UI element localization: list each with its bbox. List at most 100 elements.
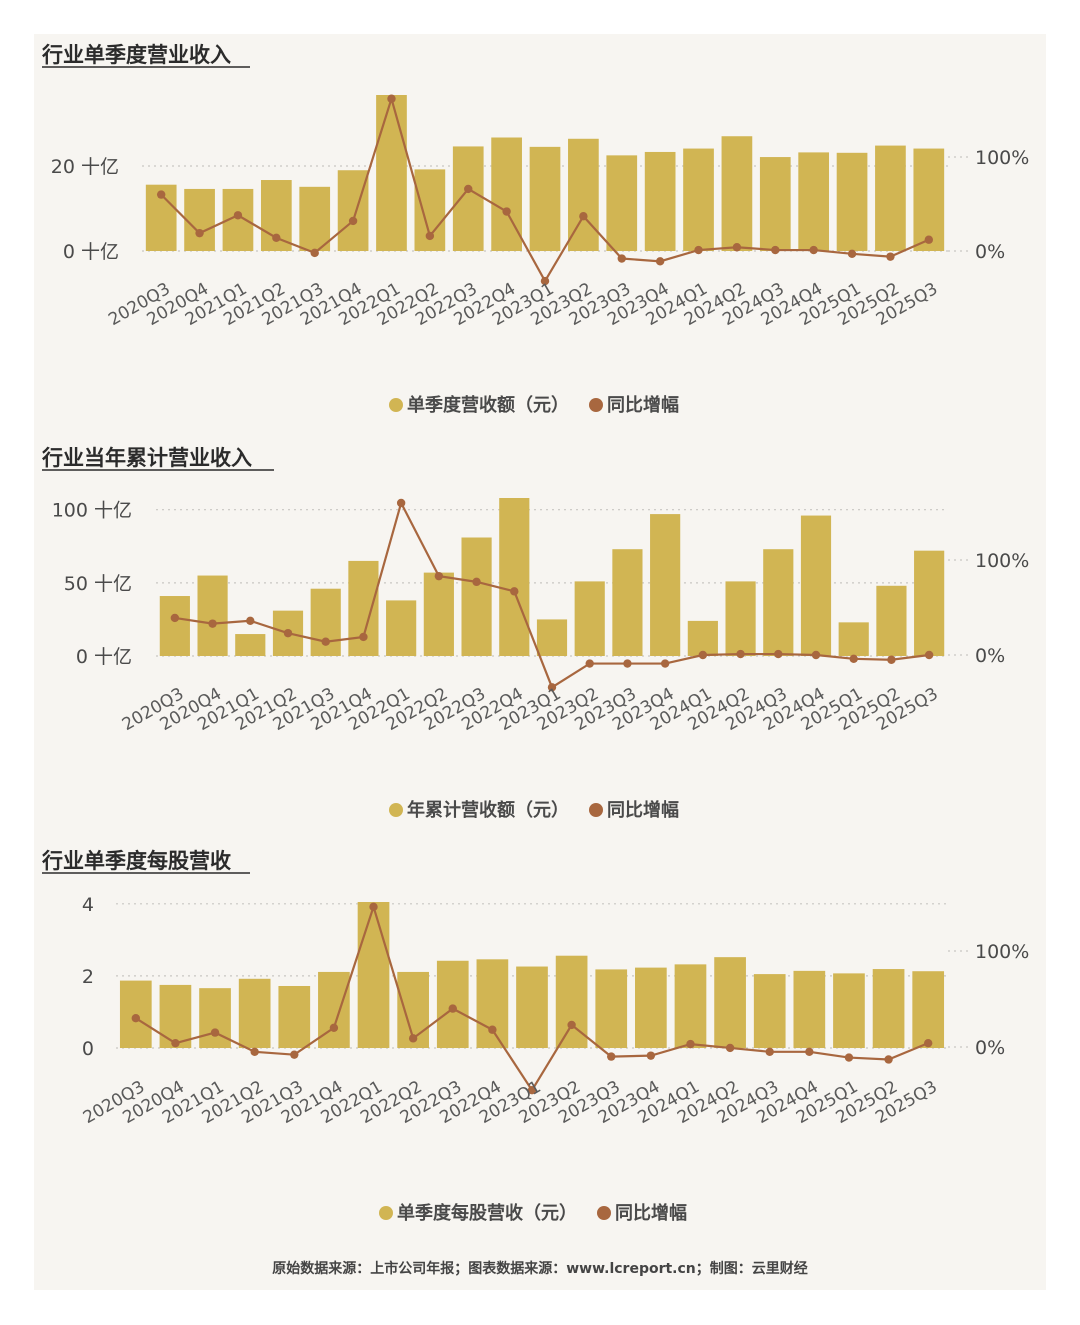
bar xyxy=(423,572,454,656)
legend-bar-label: 单季度每股营收（元） xyxy=(397,1202,577,1224)
source-note: 原始数据来源：上市公司年报；图表数据来源：www.lcreport.cn；制图：… xyxy=(272,1260,808,1277)
y-tick-label: 2 xyxy=(82,966,94,988)
bar xyxy=(461,537,492,656)
yoy-point xyxy=(233,211,243,220)
yoy-point xyxy=(359,632,368,642)
bar xyxy=(913,148,945,251)
bar xyxy=(310,588,341,656)
yoy-point xyxy=(698,650,708,660)
bar xyxy=(876,585,907,656)
yoy-point xyxy=(510,587,519,596)
yoy-point xyxy=(195,228,204,238)
bar xyxy=(337,170,369,251)
bar xyxy=(753,974,786,1048)
bar xyxy=(912,971,945,1048)
yoy-point xyxy=(924,650,934,660)
bar xyxy=(376,95,407,251)
yoy-point xyxy=(283,628,293,638)
yoy-point xyxy=(250,1047,259,1057)
yoy-point xyxy=(369,902,378,912)
bar xyxy=(714,957,746,1048)
bar xyxy=(687,620,718,656)
legend-line-label: 同比增幅 xyxy=(615,1202,687,1224)
yoy-point xyxy=(774,649,783,659)
yoy-point xyxy=(310,248,319,258)
legend-line-marker xyxy=(597,1206,611,1220)
yoy-point xyxy=(272,233,281,243)
bar xyxy=(595,969,628,1048)
legend-bar-marker xyxy=(389,398,403,412)
bar xyxy=(197,575,228,656)
bar xyxy=(238,978,271,1048)
yoy-point xyxy=(448,1004,457,1013)
yoy-point xyxy=(886,252,895,261)
bar xyxy=(606,155,638,251)
bar xyxy=(499,498,530,656)
yoy-point xyxy=(805,1047,814,1057)
yoy-point xyxy=(488,1025,497,1034)
bar xyxy=(452,146,484,251)
bar xyxy=(650,514,681,656)
bar xyxy=(348,560,379,656)
yoy-point xyxy=(686,1039,695,1049)
yoy-point xyxy=(396,498,406,508)
legend-bar-label: 年累计营收额（元） xyxy=(407,799,569,821)
bar xyxy=(635,967,667,1048)
legend-bar-label: 单季度营收额（元） xyxy=(407,394,569,416)
bar xyxy=(235,634,266,656)
bar xyxy=(529,146,561,251)
yoy-point xyxy=(694,245,703,255)
yoy-point xyxy=(655,257,665,266)
yoy-point xyxy=(329,1023,339,1032)
yoy-point xyxy=(811,650,821,660)
yoy-point xyxy=(348,216,358,226)
yoy-point xyxy=(924,235,934,244)
yoy-point xyxy=(849,654,858,663)
yoy-point xyxy=(527,1086,537,1095)
bar xyxy=(612,549,643,656)
chart-3: 行业单季度每股营收0240%100%2020Q32020Q42021Q12021… xyxy=(41,849,1029,1224)
bar xyxy=(798,152,830,251)
yoy-point xyxy=(585,659,594,668)
yoy-point xyxy=(425,231,435,241)
yoy-point xyxy=(170,613,180,623)
y-tick-label: 20 十亿 xyxy=(51,156,119,178)
bar xyxy=(800,515,832,656)
yoy-point xyxy=(617,254,626,263)
yoy-point xyxy=(540,276,550,286)
yoy-point xyxy=(321,637,330,646)
y2-tick-label: 100% xyxy=(975,147,1029,169)
yoy-point xyxy=(579,212,588,221)
y2-tick-label: 100% xyxy=(975,550,1029,572)
bar xyxy=(793,970,826,1048)
yoy-point xyxy=(736,649,745,659)
y-tick-label: 50 十亿 xyxy=(64,573,132,595)
bar xyxy=(516,966,548,1048)
bar xyxy=(184,188,215,251)
bar xyxy=(838,622,869,656)
yoy-point xyxy=(646,1051,656,1060)
bar xyxy=(725,581,756,656)
bar xyxy=(386,600,417,656)
legend-bar-marker xyxy=(379,1206,393,1220)
bar xyxy=(759,157,791,251)
yoy-point xyxy=(847,249,857,259)
bar xyxy=(763,549,794,656)
bar xyxy=(875,145,906,251)
yoy-point xyxy=(660,659,670,668)
bar xyxy=(159,984,192,1048)
yoy-point xyxy=(408,1034,418,1043)
yoy-point xyxy=(210,1028,220,1037)
yoy-point xyxy=(567,1020,576,1030)
y-tick-label: 0 xyxy=(82,1038,94,1060)
bar xyxy=(436,960,469,1048)
bar xyxy=(159,596,190,656)
yoy-point xyxy=(923,1038,933,1048)
bar xyxy=(644,151,676,251)
legend-line-marker xyxy=(589,398,603,412)
yoy-point xyxy=(387,94,396,103)
yoy-point xyxy=(844,1053,854,1062)
bar xyxy=(299,186,331,251)
